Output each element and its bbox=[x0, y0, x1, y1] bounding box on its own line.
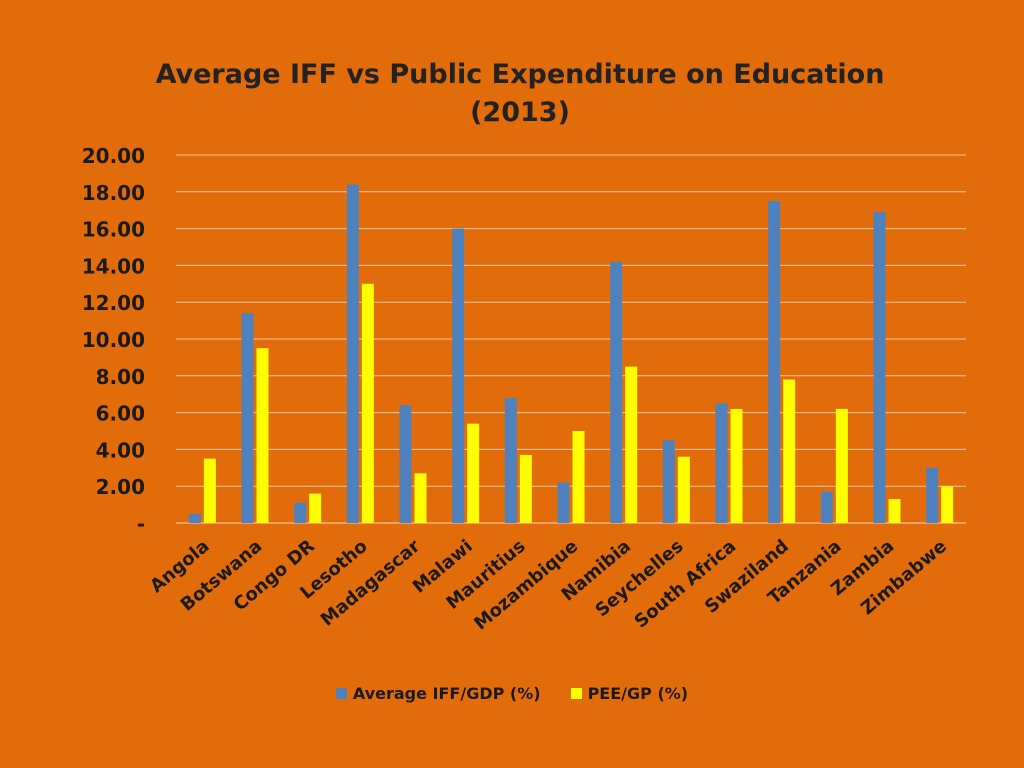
bar-pee-botswana bbox=[256, 348, 269, 523]
chart-title-line-1: Average IFF vs Public Expenditure on Edu… bbox=[155, 59, 885, 90]
legend-item-iff: Average IFF/GDP (%) bbox=[335, 684, 541, 703]
chart-title-line-2: (2013) bbox=[470, 97, 570, 128]
bar-pee-south-africa bbox=[730, 408, 743, 523]
y-tick-label: 4.00 bbox=[96, 438, 145, 462]
bar-iff-angola bbox=[188, 513, 201, 523]
bar-iff-swaziland bbox=[768, 201, 781, 523]
bar-pee-namibia bbox=[625, 366, 638, 523]
bar-iff-south-africa bbox=[715, 403, 728, 523]
bar-pee-tanzania bbox=[835, 408, 848, 523]
bar-iff-mauritius bbox=[504, 397, 517, 523]
bar-iff-botswana bbox=[241, 313, 254, 523]
bar-pee-madagascar bbox=[414, 473, 427, 523]
legend-item-pee: PEE/GP (%) bbox=[570, 684, 689, 703]
y-tick-label: 8.00 bbox=[96, 365, 145, 389]
bar-pee-malawi bbox=[467, 423, 480, 523]
bar-iff-zambia bbox=[873, 212, 886, 524]
chart-legend: Average IFF/GDP (%) PEE/GP (%) bbox=[0, 684, 1024, 703]
bar-pee-mauritius bbox=[519, 454, 532, 523]
bar-iff-malawi bbox=[452, 228, 465, 523]
bar-iff-lesotho bbox=[346, 184, 359, 523]
y-tick-label: 10.00 bbox=[82, 328, 145, 352]
y-tick-label: 16.00 bbox=[82, 218, 145, 242]
bar-iff-congo-dr bbox=[294, 502, 307, 523]
bar-pee-angola bbox=[203, 458, 216, 523]
y-tick-label: 6.00 bbox=[96, 402, 145, 426]
bar-pee-mozambique bbox=[572, 431, 585, 523]
y-tick-label: - bbox=[137, 512, 145, 536]
bar-iff-zimbabwe bbox=[926, 467, 939, 523]
bar-pee-zambia bbox=[888, 499, 901, 523]
y-tick-label: 12.00 bbox=[82, 291, 145, 315]
bar-pee-lesotho bbox=[361, 283, 374, 523]
legend-label-iff: Average IFF/GDP (%) bbox=[352, 684, 541, 703]
legend-swatch-iff bbox=[335, 688, 347, 699]
legend-swatch-pee bbox=[570, 688, 582, 699]
y-tick-label: 18.00 bbox=[82, 181, 145, 205]
y-tick-label: 2.00 bbox=[96, 475, 145, 499]
y-tick-label: 14.00 bbox=[82, 254, 145, 278]
bar-pee-congo-dr bbox=[309, 493, 322, 523]
chart-title: Average IFF vs Public Expenditure on Edu… bbox=[150, 56, 890, 132]
bar-iff-mozambique bbox=[557, 482, 570, 523]
bar-pee-seychelles bbox=[677, 456, 690, 523]
bar-iff-tanzania bbox=[820, 491, 833, 523]
bar-iff-seychelles bbox=[662, 440, 675, 523]
bar-iff-namibia bbox=[610, 261, 623, 523]
legend-label-pee: PEE/GP (%) bbox=[587, 684, 689, 703]
bar-pee-zimbabwe bbox=[941, 486, 954, 523]
y-tick-label: 20.00 bbox=[82, 144, 145, 168]
bar-pee-swaziland bbox=[783, 379, 796, 523]
bar-iff-madagascar bbox=[399, 405, 412, 523]
